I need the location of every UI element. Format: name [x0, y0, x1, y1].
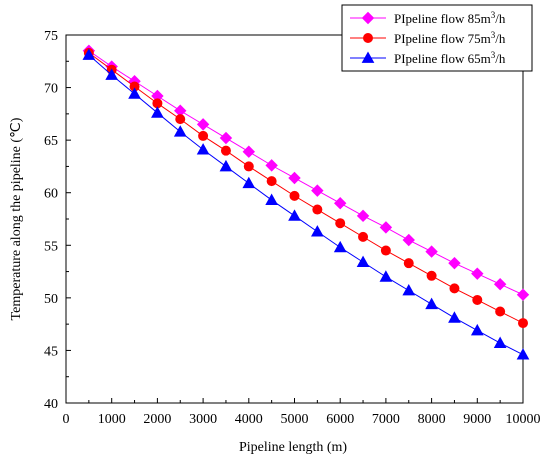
x-tick-label: 9000 — [463, 412, 491, 427]
data-point — [175, 114, 186, 125]
legend-marker — [363, 33, 373, 43]
series-3 — [82, 48, 530, 360]
legend-label-superscript: 3 — [491, 10, 496, 20]
data-point — [471, 267, 484, 280]
data-point — [449, 283, 460, 294]
legend-label-text: PIpeline flow 65m — [394, 51, 491, 66]
legend-marker — [361, 51, 375, 63]
x-axis-title: Pipeline length (m) — [239, 440, 347, 455]
data-point — [472, 294, 483, 305]
legend-label-text: PIpeline flow 85m — [394, 11, 491, 26]
data-point — [493, 277, 507, 291]
legend-label-tail: /h — [495, 11, 506, 26]
data-point — [265, 159, 278, 172]
legend-label-text: PIpeline flow 75m — [394, 31, 491, 46]
data-point — [379, 270, 393, 282]
data-point — [425, 245, 438, 258]
data-point — [402, 283, 416, 296]
data-point — [470, 323, 484, 336]
data-point — [198, 130, 209, 141]
data-point — [173, 125, 187, 137]
axes — [65, 34, 524, 404]
legend-label-tail: /h — [495, 31, 506, 46]
legend-item: PIpeline flow 75m3/h — [350, 30, 506, 46]
data-point — [311, 225, 324, 237]
data-point — [128, 87, 141, 99]
x-tick-label: 8000 — [418, 412, 446, 427]
y-tick-label: 50 — [44, 292, 58, 307]
x-tick-label: 7000 — [372, 412, 400, 427]
data-point — [220, 145, 231, 156]
data-point — [516, 288, 530, 301]
data-point — [358, 231, 369, 242]
data-point — [265, 193, 278, 205]
data-point — [219, 159, 233, 172]
data-point — [82, 48, 96, 60]
y-axis-title: Temperature along the pipeline (℃) — [9, 117, 24, 320]
data-point — [335, 218, 346, 229]
y-tick-label: 70 — [44, 82, 58, 97]
data-point — [266, 176, 277, 187]
data-point — [288, 209, 301, 221]
x-tick-label: 0 — [63, 412, 70, 427]
data-point — [425, 297, 438, 310]
data-point — [402, 233, 415, 247]
data-point — [196, 143, 210, 155]
data-point — [516, 348, 530, 360]
y-tick-label: 40 — [44, 397, 58, 412]
y-tick-label: 60 — [44, 187, 58, 202]
data-point — [518, 318, 528, 329]
data-point — [379, 221, 393, 234]
data-point — [242, 176, 256, 189]
series-2 — [83, 47, 528, 329]
y-tick-label: 75 — [44, 29, 58, 44]
legend-label: PIpeline flow 75m3/h — [394, 30, 506, 46]
data-point — [151, 106, 164, 118]
legend-label-superscript: 3 — [491, 50, 496, 60]
x-tick-label: 10000 — [506, 412, 541, 427]
data-point — [243, 161, 254, 172]
y-tick-label: 55 — [44, 239, 58, 254]
data-point — [333, 240, 347, 253]
data-point — [495, 306, 506, 317]
data-point — [380, 245, 391, 256]
y-tick-label: 65 — [44, 134, 58, 149]
data-point — [288, 171, 301, 185]
legend-label: PIpeline flow 65m3/h — [394, 50, 506, 66]
x-tick-label: 4000 — [235, 412, 263, 427]
x-tick-label: 1000 — [98, 412, 126, 427]
y-tick-label: 45 — [44, 344, 58, 359]
data-point — [242, 145, 256, 158]
legend-item: PIpeline flow 85m3/h — [350, 10, 506, 26]
legend-label: PIpeline flow 85m3/h — [394, 10, 506, 26]
tick-labels: 0 1000 2000 3000 4000 5000 6000 7000 8000 9000 100… — [44, 29, 541, 427]
data-point — [448, 311, 461, 323]
data-point — [493, 336, 507, 348]
legend-item: PIpeline flow 65m3/h — [350, 50, 506, 66]
data-point — [448, 256, 461, 270]
data-point — [312, 204, 323, 215]
data-point — [356, 209, 370, 223]
legend-marker — [361, 11, 375, 25]
x-tick-label: 5000 — [281, 412, 309, 427]
x-tick-label: 6000 — [326, 412, 354, 427]
series-group — [82, 44, 530, 360]
series-1 — [82, 44, 530, 301]
legend-label-tail: /h — [495, 51, 506, 66]
x-tick-label: 2000 — [143, 412, 171, 427]
legend-label-superscript: 3 — [491, 30, 496, 40]
data-point — [426, 270, 437, 281]
data-point — [311, 184, 324, 197]
data-point — [333, 197, 347, 210]
data-point — [219, 131, 233, 145]
x-tick-label: 3000 — [189, 412, 217, 427]
data-point — [289, 190, 300, 201]
data-point — [356, 255, 370, 268]
series-line — [88, 50, 524, 296]
data-point — [105, 68, 119, 80]
data-point — [403, 258, 414, 269]
data-point — [196, 118, 210, 131]
